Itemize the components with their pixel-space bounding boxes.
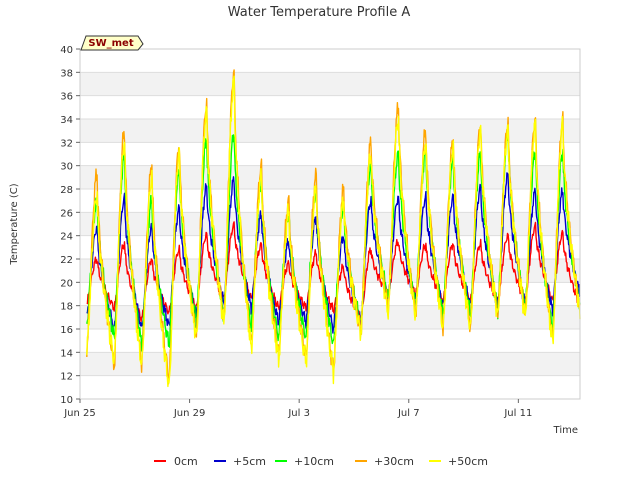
legend-label: +10cm — [294, 455, 334, 468]
legend-label: +50cm — [448, 455, 488, 468]
y-tick-label: 12 — [60, 372, 73, 383]
x-tick-label: Jul 7 — [397, 408, 420, 419]
y-tick-label: 32 — [60, 138, 73, 149]
annotation-label: SW_met — [88, 38, 133, 49]
legend-label: 0cm — [174, 455, 198, 468]
x-tick-label: Jun 29 — [173, 408, 206, 419]
y-tick-label: 34 — [60, 115, 73, 126]
legend-label: +5cm — [233, 455, 266, 468]
y-tick-label: 14 — [60, 348, 73, 359]
y-tick-label: 24 — [60, 232, 73, 243]
x-tick-label: Jun 25 — [63, 408, 96, 419]
series-layer — [86, 69, 581, 388]
y-tick-label: 30 — [60, 162, 73, 173]
y-axis-label: Temperature (C) — [9, 183, 20, 265]
y-tick-label: 28 — [60, 185, 73, 196]
y-axis-ticks: 10 12 14 16 18 20 22 24 26 28 30 32 34 36 38 40 — [60, 45, 80, 406]
x-axis-label: Time — [553, 425, 578, 436]
x-tick-label: Jul 11 — [503, 408, 532, 419]
series-line-plus-50cm — [86, 75, 581, 388]
y-tick-label: 40 — [60, 45, 73, 56]
grid-band — [80, 72, 580, 96]
y-tick-label: 20 — [60, 278, 73, 289]
series-line-plus-10cm — [86, 130, 581, 352]
annotation-badge: SW_met — [80, 35, 144, 51]
legend: 0cm +5cm +10cm +30cm +50cm — [154, 455, 488, 468]
y-tick-label: 26 — [60, 208, 73, 219]
series-line-0cm — [86, 221, 581, 326]
grid-band — [80, 352, 580, 376]
legend-label: +30cm — [374, 455, 414, 468]
y-tick-label: 38 — [60, 68, 73, 79]
x-axis-ticks: Jun 25 Jun 29 Jul 3 Jul 7 Jul 11 — [63, 399, 532, 419]
y-tick-label: 16 — [60, 325, 73, 336]
y-tick-label: 36 — [60, 92, 73, 103]
y-tick-label: 22 — [60, 255, 73, 266]
annotation-box — [80, 35, 144, 51]
chart-title: Water Temperature Profile A — [228, 5, 411, 20]
y-tick-label: 10 — [60, 395, 73, 406]
x-tick-label: Jul 3 — [287, 408, 310, 419]
plot-frame — [79, 48, 581, 400]
y-tick-label: 18 — [60, 302, 73, 313]
